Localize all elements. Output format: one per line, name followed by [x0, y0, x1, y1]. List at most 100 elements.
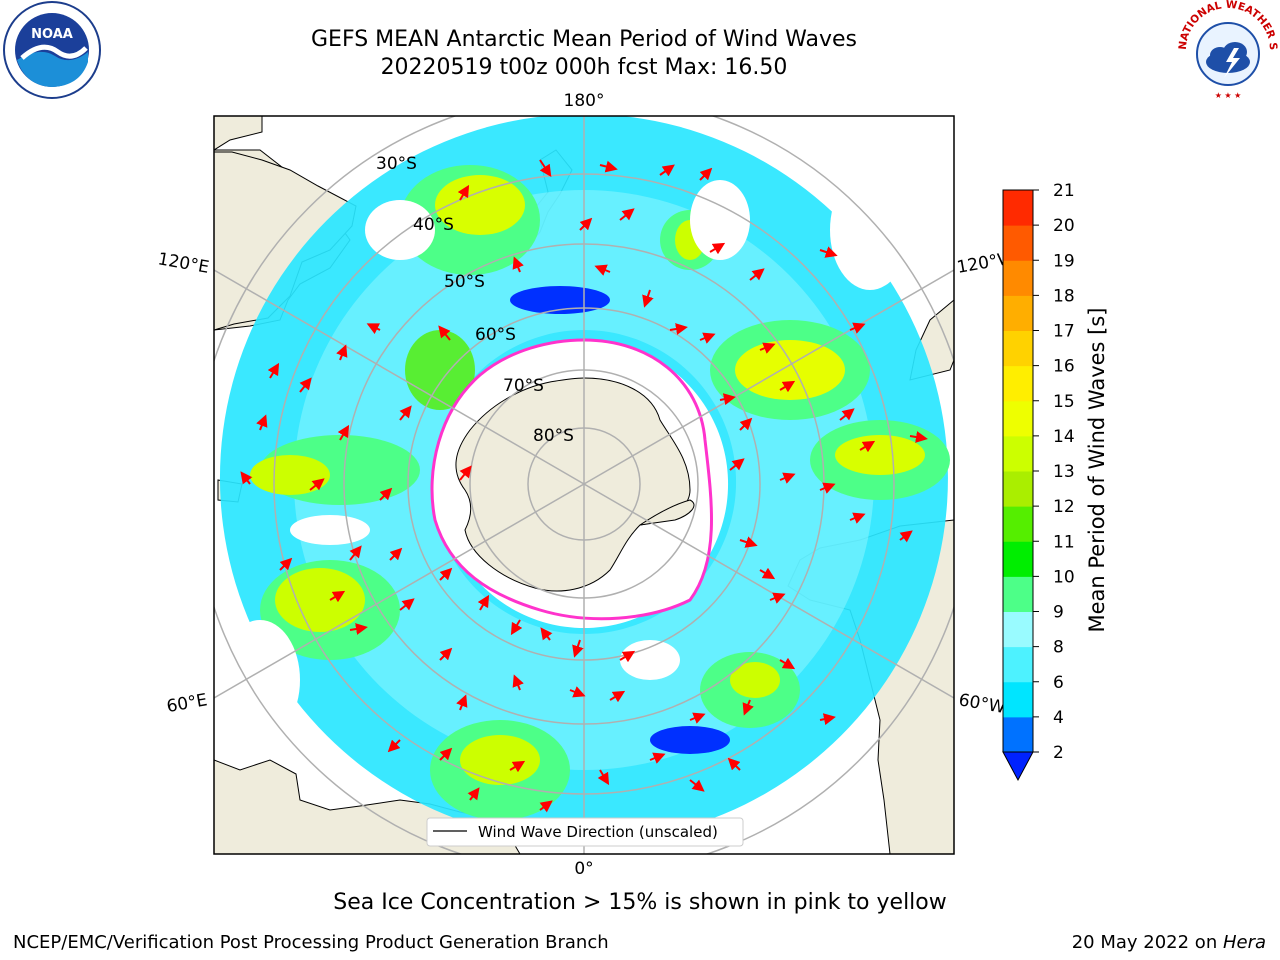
arrow [779, 380, 796, 393]
arrow [689, 712, 706, 724]
arrow [256, 414, 268, 431]
arrow [329, 590, 346, 603]
arrow [539, 159, 552, 177]
chart-subtitle: 20220519 t00z 000h fcst Max: 16.50 [380, 55, 788, 80]
arrow [597, 769, 610, 786]
arrow [439, 647, 453, 661]
arrow [649, 752, 666, 764]
arrow [240, 471, 253, 485]
arrow [459, 465, 472, 481]
arrow [509, 760, 526, 773]
arrow [299, 377, 312, 393]
arrow [609, 690, 626, 703]
arrow [839, 408, 855, 421]
arrow [749, 268, 765, 281]
footer-date: 20 May 2022 on Hera [1072, 932, 1266, 953]
arrow [689, 779, 705, 792]
arrow [512, 256, 524, 273]
arrow [579, 217, 593, 231]
colorbar-segment [1003, 541, 1033, 577]
patch-white-1 [290, 515, 370, 545]
arrow [739, 417, 753, 431]
colorbar-tick-label: 10 [1053, 567, 1075, 587]
colorbar-tick-label: 16 [1053, 357, 1075, 377]
arrow [642, 289, 654, 308]
arrow [719, 393, 736, 406]
arrow [859, 440, 876, 453]
arrow [599, 160, 618, 173]
arrow [699, 332, 716, 344]
colorbar-segment [1003, 716, 1033, 753]
arrow [819, 482, 836, 494]
arrow [439, 747, 453, 761]
colorbar-tick-label: 4 [1053, 708, 1064, 728]
arrow [337, 424, 350, 441]
lat-label-30s: 30°S [376, 154, 417, 174]
colorbar-tick-label: 2 [1053, 743, 1064, 763]
patch-white-3 [690, 180, 750, 260]
colorbar-segment [1003, 646, 1033, 683]
lon-label-180: 180° [564, 91, 605, 111]
colorbar-segment [1003, 400, 1033, 437]
arrow [389, 547, 403, 561]
noaa-logo: NOAA [3, 1, 101, 99]
colorbar-tick-label: 21 [1053, 181, 1075, 201]
map-legend: Wind Wave Direction (unscaled) [426, 817, 744, 847]
wave-direction-arrows [240, 159, 928, 813]
colorbar-tick-label: 13 [1053, 462, 1075, 482]
colorbar-tick-label: 12 [1053, 497, 1075, 517]
lon-label-120e: 120°E [156, 249, 210, 278]
colorbar-label: Mean Period of Wind Waves [s] [1085, 308, 1109, 633]
map-content [214, 116, 954, 854]
arrow [619, 650, 636, 663]
arrow [512, 674, 524, 691]
lat-label-80s: 80°S [533, 426, 574, 446]
arrow [909, 431, 928, 443]
colorbar-tick-label: 11 [1053, 532, 1075, 552]
arrow [594, 264, 611, 276]
patch-blue-2 [650, 726, 730, 754]
colorbar-segment [1003, 576, 1033, 612]
noaa-logo-text: NOAA [31, 27, 73, 42]
patch-white-5 [830, 170, 910, 290]
footer-date-text: 20 May 2022 on [1071, 932, 1223, 953]
arrow [709, 242, 726, 255]
lat-label-40s: 40°S [413, 215, 454, 235]
arrow [849, 322, 866, 334]
colorbar-segment [1003, 260, 1033, 296]
colorbar-tick-label: 9 [1053, 603, 1064, 623]
arrow [267, 362, 280, 379]
arrow [739, 536, 758, 548]
colorbar-segment [1003, 295, 1033, 331]
colorbar-segment [1003, 190, 1033, 226]
patch-white-6 [365, 200, 435, 260]
arrow [457, 184, 470, 201]
arrow [769, 592, 786, 604]
arrow [336, 344, 348, 361]
arrow [349, 545, 362, 561]
colorbar-tick-label: 17 [1053, 322, 1075, 342]
colorbar-tick-label: 14 [1053, 427, 1075, 447]
colorbar-tick-label: 15 [1053, 392, 1075, 412]
colorbar-segment [1003, 681, 1033, 718]
lat-label-60s: 60°S [475, 325, 516, 345]
patch-blue-1 [510, 286, 610, 314]
arrow [387, 739, 401, 753]
patch-yellow-3 [735, 340, 845, 400]
arrow [759, 342, 776, 354]
arrow [456, 694, 468, 711]
colorbar-segment [1003, 365, 1033, 402]
colorbar-segment [1003, 506, 1033, 542]
nws-logo: NATIONAL WEATHER SERVICE ★ ★ ★ [1176, 0, 1279, 100]
arrow [619, 208, 635, 221]
arrow [569, 686, 586, 698]
patch-white-4 [220, 620, 300, 740]
arrow [849, 512, 866, 524]
colorbar: 2 4 6 8 9 10 11 12 13 14 15 16 17 18 19 20 21 Mean Period… [1002, 181, 1109, 782]
arrow [279, 557, 293, 571]
patch-white-2 [620, 640, 680, 680]
arrow [669, 323, 688, 335]
colorbar-tick-label: 8 [1053, 638, 1064, 658]
colorbar-segment [1003, 611, 1033, 648]
graticule [214, 116, 954, 854]
